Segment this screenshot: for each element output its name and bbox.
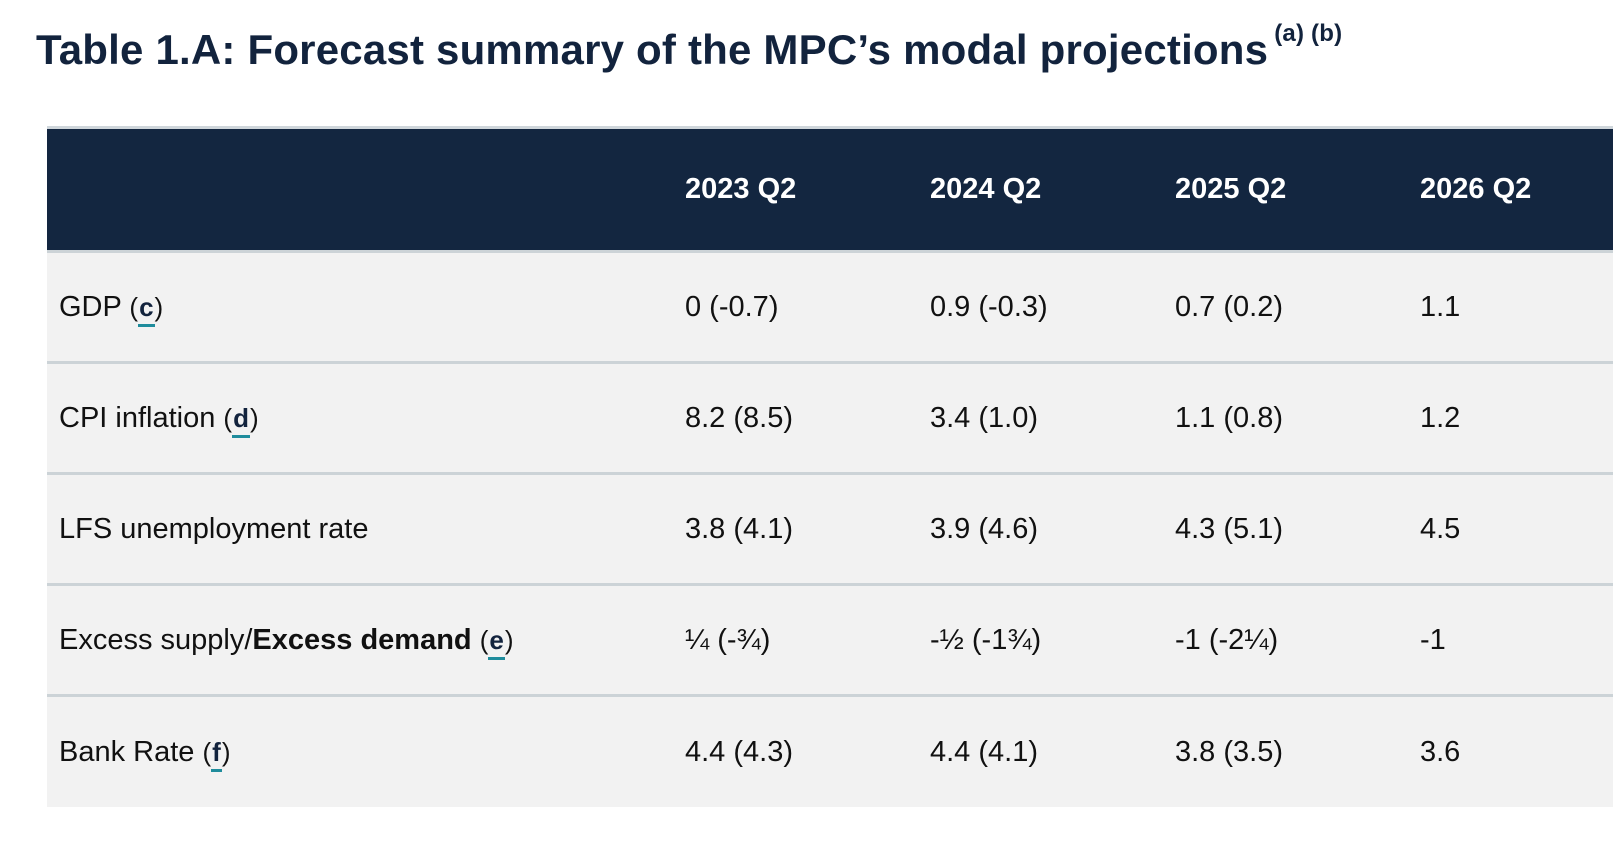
table-row-excess-supply-demand: Excess supply/Excess demand (e) ¼ (-¾) -…	[47, 583, 1613, 696]
header-cell-2024-q2: 2024 Q2	[920, 126, 1165, 252]
row-label-text: CPI inflation	[59, 401, 216, 434]
title-text: Table 1.A: Forecast summary of the MPC’s…	[36, 26, 1269, 73]
table-cell: -1 (-2¼)	[1165, 583, 1410, 696]
footnote-link-e[interactable]: e	[488, 624, 505, 660]
footnote-ref: (c)	[129, 291, 163, 327]
page-title: Table 1.A: Forecast summary of the MPC’s…	[36, 20, 1342, 74]
forecast-table: 2023 Q2 2024 Q2 2025 Q2 2026 Q2 GDP (c) …	[47, 126, 1613, 807]
table-cell: 3.8 (4.1)	[675, 472, 920, 585]
header-cell-2023-q2: 2023 Q2	[675, 126, 920, 252]
table-cell: -½ (-1¾)	[920, 583, 1165, 696]
row-label-text: GDP	[59, 290, 122, 323]
table-cell: 0 (-0.7)	[675, 250, 920, 363]
table-cell: 4.4 (4.3)	[675, 694, 920, 807]
table-row-lfs-unemployment: LFS unemployment rate 3.8 (4.1) 3.9 (4.6…	[47, 472, 1613, 585]
table-row-bank-rate: Bank Rate (f) 4.4 (4.3) 4.4 (4.1) 3.8 (3…	[47, 694, 1613, 807]
table-cell: ¼ (-¾)	[675, 583, 920, 696]
row-label-text: Excess supply/	[59, 623, 253, 656]
row-label-text: Bank Rate	[59, 735, 195, 768]
row-label: Excess supply/Excess demand (e)	[47, 583, 675, 696]
table-cell: 8.2 (8.5)	[675, 361, 920, 474]
footnote-ref: (e)	[480, 624, 514, 660]
table-cell: 0.9 (-0.3)	[920, 250, 1165, 363]
table-cell: 1.1 (0.8)	[1165, 361, 1410, 474]
table-cell: 3.6	[1410, 694, 1613, 807]
row-label: CPI inflation (d)	[47, 361, 675, 474]
table-cell: 0.7 (0.2)	[1165, 250, 1410, 363]
table-row-cpi-inflation: CPI inflation (d) 8.2 (8.5) 3.4 (1.0) 1.…	[47, 361, 1613, 474]
row-label: LFS unemployment rate	[47, 472, 675, 585]
row-label: GDP (c)	[47, 250, 675, 363]
row-label-text: LFS unemployment rate	[59, 512, 369, 545]
footnote-link-d[interactable]: d	[232, 402, 250, 438]
title-footnote-refs[interactable]: (a) (b)	[1274, 20, 1343, 47]
row-label: Bank Rate (f)	[47, 694, 675, 807]
footnote-ref: (f)	[202, 736, 231, 772]
table-cell: 3.8 (3.5)	[1165, 694, 1410, 807]
header-cell-2025-q2: 2025 Q2	[1165, 126, 1410, 252]
table-row-gdp: GDP (c) 0 (-0.7) 0.9 (-0.3) 0.7 (0.2) 1.…	[47, 250, 1613, 363]
table-cell: 3.4 (1.0)	[920, 361, 1165, 474]
table-cell: 1.2	[1410, 361, 1613, 474]
table-header-row: 2023 Q2 2024 Q2 2025 Q2 2026 Q2	[47, 126, 1613, 252]
table-cell: 4.5	[1410, 472, 1613, 585]
table-cell: 1.1	[1410, 250, 1613, 363]
table-cell: -1	[1410, 583, 1613, 696]
row-label-bold-text: Excess demand	[252, 623, 472, 656]
table-cell: 4.4 (4.1)	[920, 694, 1165, 807]
footnote-ref: (d)	[223, 402, 259, 438]
table-cell: 3.9 (4.6)	[920, 472, 1165, 585]
header-cell	[47, 126, 675, 252]
header-cell-2026-q2: 2026 Q2	[1410, 126, 1613, 252]
footnote-link-c[interactable]: c	[138, 291, 155, 327]
footnote-link-f[interactable]: f	[211, 736, 222, 772]
table-cell: 4.3 (5.1)	[1165, 472, 1410, 585]
